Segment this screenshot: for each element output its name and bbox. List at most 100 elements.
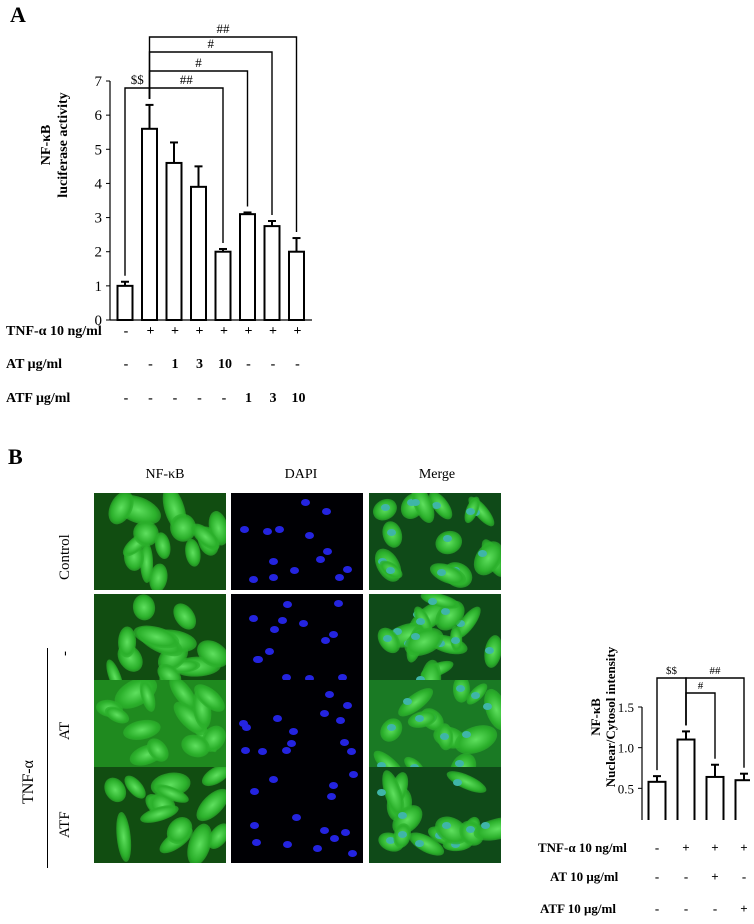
panel-a-cell: + [220, 324, 228, 339]
bar [734, 779, 750, 820]
nucleus-shape [440, 607, 450, 615]
nucleus-shape [348, 771, 358, 779]
nucleus-shape [471, 691, 481, 699]
panel-b-chart: 0.00.51.01.5$$### [618, 665, 750, 820]
nucleus-shape [281, 673, 291, 681]
y-tick-label: 2 [95, 245, 103, 261]
panel-a-cell: - [221, 391, 227, 406]
nucleus-shape [415, 839, 425, 847]
nucleus-shape [442, 534, 452, 542]
nucleus-shape [329, 835, 339, 843]
nucleus-shape [348, 849, 358, 857]
nucleus-shape [301, 498, 311, 506]
nucleus-shape [299, 620, 309, 628]
bar [705, 775, 725, 820]
significance-label: ## [217, 21, 231, 36]
nucleus-shape [340, 828, 350, 836]
bar [239, 213, 256, 322]
cell-shape [190, 783, 226, 828]
nucleus-shape [328, 781, 338, 789]
y-tick-label: 4 [95, 176, 103, 192]
nucleus-shape [249, 576, 259, 584]
panel-a-cell: - [123, 391, 129, 406]
panel-a-cell: - [148, 391, 153, 406]
nucleus-shape [336, 717, 346, 725]
nucleus-shape [397, 811, 407, 819]
micrograph-dapi [231, 493, 363, 590]
nucleus-shape [264, 648, 274, 656]
nucleus-shape [304, 532, 314, 540]
bar [263, 225, 281, 322]
nucleus-shape [249, 787, 259, 795]
panel-a-cell: - [148, 357, 153, 372]
nucleus-shape [239, 525, 249, 533]
nucleus-shape [254, 655, 263, 663]
nucleus-shape [397, 831, 407, 839]
panel-a-row-label-tnf: TNF-α 10 ng/ml [6, 324, 102, 339]
nucleus-shape [313, 844, 323, 852]
panel-a-cell: + [244, 324, 253, 339]
nucleus-shape [322, 507, 332, 515]
panel-a-cell: + [171, 324, 179, 339]
y-tick-label: 1.5 [618, 700, 634, 715]
bar [116, 284, 134, 322]
nucleus-shape [461, 730, 471, 738]
panel-a-cell: 1 [245, 391, 252, 406]
panel-a-cell: - [123, 324, 129, 339]
nucleus-shape [377, 789, 387, 797]
group-bracket-line [47, 648, 48, 868]
micrograph-nfkb [94, 680, 226, 776]
nucleus-shape [385, 567, 395, 575]
panel-b-cell: + [740, 840, 748, 855]
nucleus-shape [451, 637, 461, 645]
nucleus-shape [466, 826, 476, 834]
nucleus-shape [387, 723, 397, 731]
nucleus-shape [320, 827, 330, 835]
panel-a-cell: - [270, 357, 276, 372]
nucleus-shape [484, 646, 494, 654]
nucleus-shape [415, 676, 425, 684]
panel-b-cell: - [654, 840, 660, 855]
row-label-tnf-only: - [57, 651, 73, 656]
nucleus-shape [386, 837, 396, 845]
panel-b-row-label-tnf: TNF-α 10 ng/ml [538, 840, 627, 855]
nucleus-shape [321, 637, 331, 645]
nucleus-shape [252, 838, 262, 846]
cell-shape [443, 767, 489, 797]
panel-b-cell: - [741, 869, 747, 884]
y-tick-label: 1.0 [618, 741, 634, 756]
panel-b-cell: - [712, 901, 718, 916]
row-label-control: Control [57, 534, 73, 580]
panel-b-cell: + [711, 869, 719, 884]
nucleus-shape [315, 555, 325, 563]
panel-a-cell: 10 [218, 357, 232, 372]
nucleus-shape [239, 720, 248, 728]
cell-shape [198, 767, 226, 791]
micrograph-merge [369, 594, 501, 690]
nucleus-shape [258, 747, 268, 755]
bar [141, 127, 158, 321]
panel-a-cell: 10 [291, 391, 306, 406]
nucleus-shape [437, 569, 447, 577]
panel-a-cell: - [295, 357, 300, 372]
nucleus-shape [382, 635, 392, 643]
nucleus-shape [275, 525, 285, 533]
nucleus-shape [288, 727, 298, 735]
nucleus-shape [465, 507, 475, 515]
panel-a-cell: - [123, 357, 129, 372]
panel-b-letter: B [8, 444, 23, 469]
nucleus-shape [415, 617, 425, 625]
nucleus-shape [377, 762, 387, 770]
nucleus-shape [402, 698, 412, 706]
nucleus-shape [322, 548, 332, 556]
nucleus-shape [452, 778, 462, 786]
nucleus-shape [428, 598, 438, 606]
significance-label: $$ [131, 72, 145, 87]
nucleus-shape [456, 620, 466, 628]
y-tick-label: 0 [95, 313, 103, 329]
panel-b-cell: + [740, 901, 748, 916]
panel-b-row-label-atf: ATF 10 μg/ml [540, 901, 616, 916]
nucleus-shape [249, 821, 259, 829]
significance-label: # [208, 36, 215, 51]
